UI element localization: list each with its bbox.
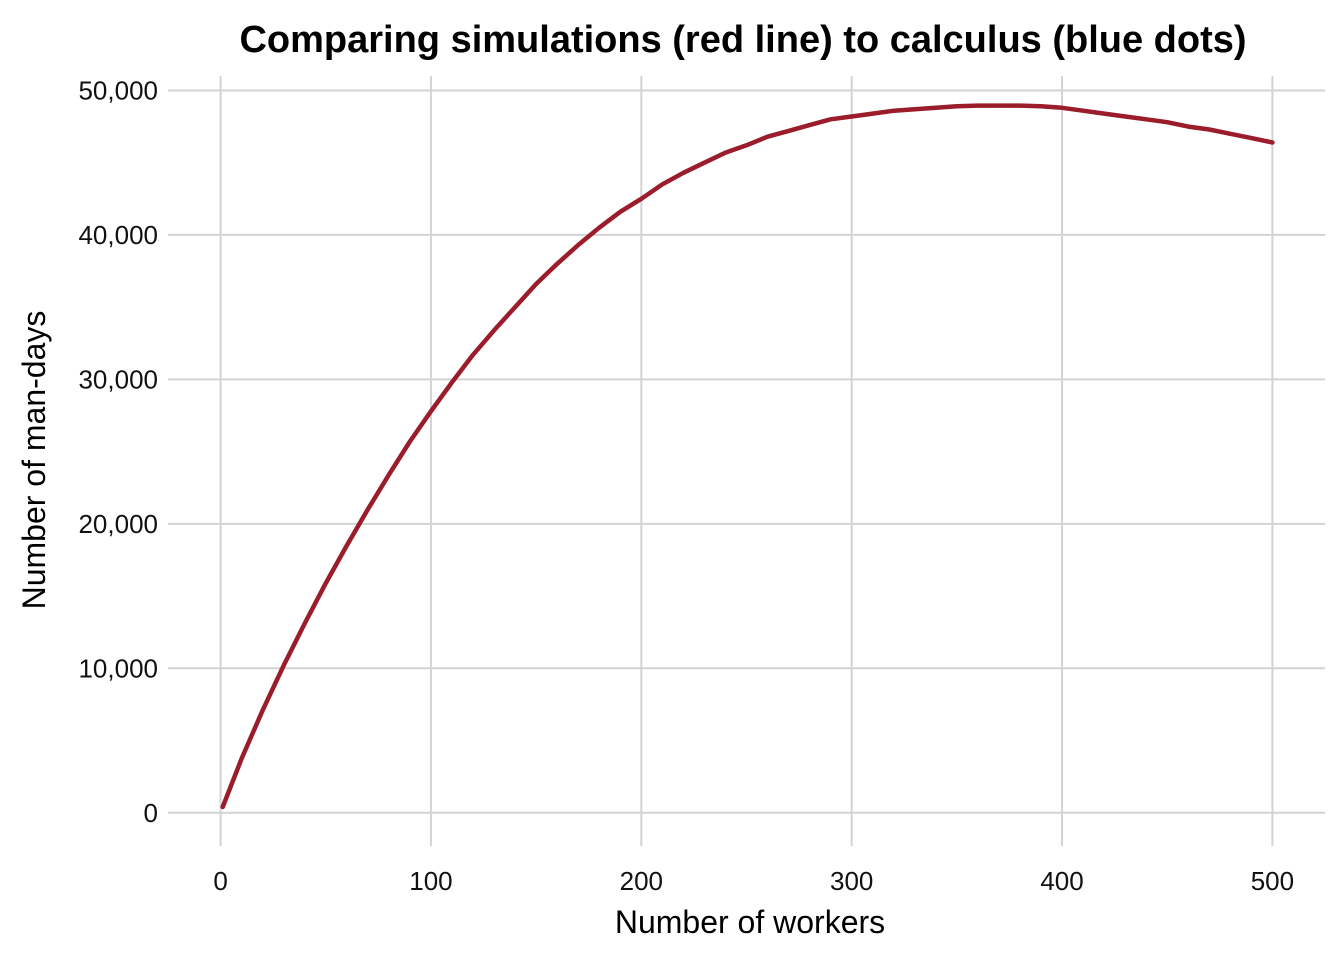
x-tick-label: 400 [1040,866,1083,896]
x-tick-label: 300 [830,866,873,896]
x-tick-label: 500 [1251,866,1294,896]
y-tick-label: 40,000 [78,220,158,250]
y-tick-label: 10,000 [78,653,158,683]
x-tick-labels: 0 100 200 300 400 500 [213,866,1294,896]
simulation-line [220,103,1275,810]
y-tick-labels: 0 10,000 20,000 30,000 40,000 50,000 [78,75,158,827]
x-tick-label: 100 [409,866,452,896]
y-tick-label: 50,000 [78,75,158,105]
x-gridlines [219,76,1274,846]
chart-title: Comparing simulations (red line) to calc… [239,19,1246,61]
x-axis-label: Number of workers [615,904,885,940]
series-layer [220,103,1275,810]
x-tick-label: 0 [213,866,227,896]
y-tick-label: 0 [144,798,158,828]
x-tick-label: 200 [620,866,663,896]
y-tick-label: 30,000 [78,364,158,394]
y-axis-label: Number of man-days [16,311,52,610]
y-gridlines [168,89,1325,814]
y-tick-label: 20,000 [78,509,158,539]
